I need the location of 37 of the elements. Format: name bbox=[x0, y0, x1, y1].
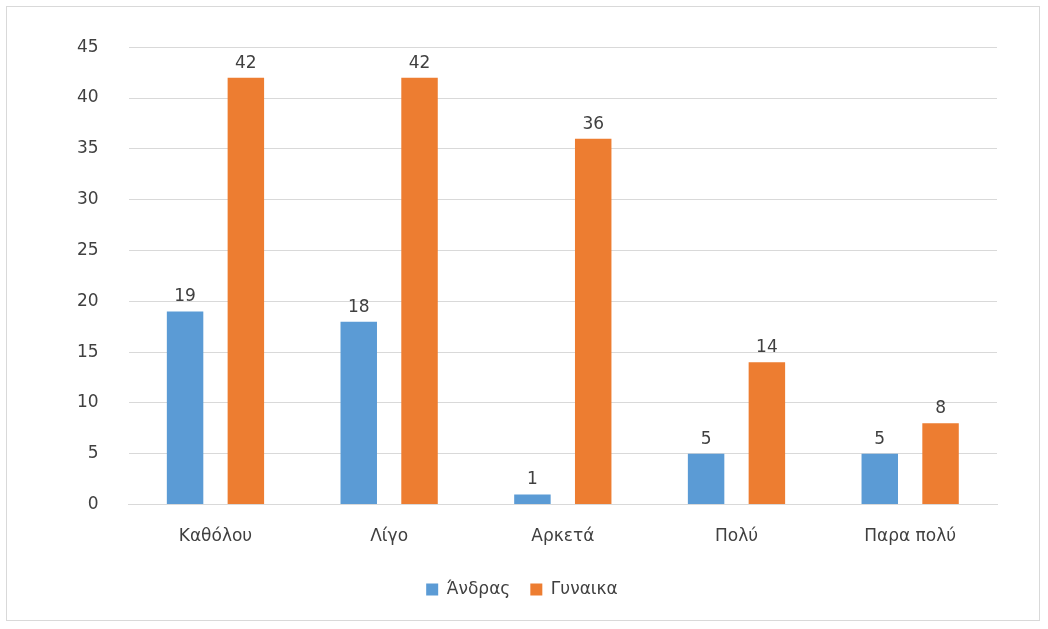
bar bbox=[922, 423, 959, 505]
data-label: 14 bbox=[756, 336, 778, 357]
data-label: 8 bbox=[935, 397, 946, 418]
bar bbox=[227, 77, 265, 505]
x-tick-label: Αρκετά bbox=[531, 525, 595, 546]
x-tick-label: Παρα πολύ bbox=[864, 525, 957, 546]
x-tick-label: Λίγο bbox=[370, 525, 409, 546]
bar bbox=[574, 138, 612, 505]
y-tick-label: 35 bbox=[76, 137, 99, 158]
y-tick-label: 5 bbox=[87, 442, 99, 463]
y-tick-label: 30 bbox=[76, 188, 99, 209]
data-label: 5 bbox=[700, 427, 712, 448]
y-tick-label: 10 bbox=[76, 391, 99, 412]
bar bbox=[340, 321, 377, 505]
y-tick-label: 0 bbox=[87, 493, 99, 514]
x-tick-label: Πολύ bbox=[714, 525, 759, 546]
bar bbox=[861, 453, 899, 505]
data-label: 42 bbox=[408, 51, 431, 72]
data-label: 5 bbox=[874, 427, 886, 448]
y-tick-label: 25 bbox=[76, 238, 99, 259]
data-label: 36 bbox=[582, 112, 605, 133]
y-tick-label: 20 bbox=[76, 289, 99, 310]
legend-label: Άνδρας bbox=[446, 577, 511, 598]
x-tick-label: Καθόλου bbox=[178, 525, 253, 546]
bar bbox=[687, 453, 725, 505]
bar bbox=[401, 77, 438, 505]
legend-label: Γυναικα bbox=[550, 577, 618, 598]
data-label: 19 bbox=[174, 285, 196, 306]
data-label: 42 bbox=[235, 51, 257, 72]
y-tick-label: 15 bbox=[76, 340, 99, 361]
data-label: 18 bbox=[347, 295, 370, 316]
bar bbox=[748, 362, 786, 505]
y-tick-label: 45 bbox=[76, 35, 99, 56]
y-tick-label: 40 bbox=[76, 86, 99, 107]
data-label: 1 bbox=[527, 468, 538, 489]
bar bbox=[166, 311, 204, 505]
bar bbox=[514, 494, 551, 505]
